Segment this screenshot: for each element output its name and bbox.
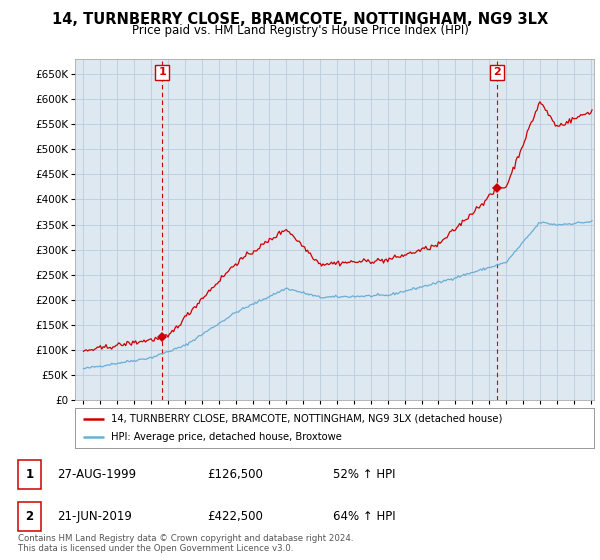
Text: 1: 1 [158, 67, 166, 77]
Text: 64% ↑ HPI: 64% ↑ HPI [333, 510, 395, 523]
Text: 14, TURNBERRY CLOSE, BRAMCOTE, NOTTINGHAM, NG9 3LX (detached house): 14, TURNBERRY CLOSE, BRAMCOTE, NOTTINGHA… [112, 414, 503, 423]
Text: Price paid vs. HM Land Registry's House Price Index (HPI): Price paid vs. HM Land Registry's House … [131, 24, 469, 37]
Text: £422,500: £422,500 [207, 510, 263, 523]
Text: 1: 1 [25, 468, 34, 481]
Text: 2: 2 [493, 67, 501, 77]
Text: 21-JUN-2019: 21-JUN-2019 [57, 510, 132, 523]
Text: HPI: Average price, detached house, Broxtowe: HPI: Average price, detached house, Brox… [112, 432, 342, 442]
Text: Contains HM Land Registry data © Crown copyright and database right 2024.
This d: Contains HM Land Registry data © Crown c… [18, 534, 353, 553]
Text: 27-AUG-1999: 27-AUG-1999 [57, 468, 136, 481]
Text: £126,500: £126,500 [207, 468, 263, 481]
Text: 14, TURNBERRY CLOSE, BRAMCOTE, NOTTINGHAM, NG9 3LX: 14, TURNBERRY CLOSE, BRAMCOTE, NOTTINGHA… [52, 12, 548, 27]
Text: 2: 2 [25, 510, 34, 523]
Text: 52% ↑ HPI: 52% ↑ HPI [333, 468, 395, 481]
